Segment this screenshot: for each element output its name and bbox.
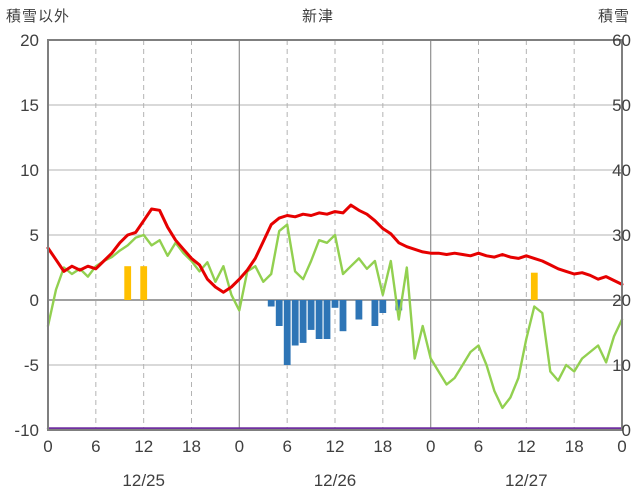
hour-tick-label: 18 <box>182 437 201 456</box>
orange-bars-bar <box>140 266 148 300</box>
left-axis-tick-label: 20 <box>20 31 39 50</box>
hour-tick-label: 0 <box>617 437 626 456</box>
left-axis-tick-label: -5 <box>24 356 39 375</box>
right-axis-tick-label: 50 <box>612 96 631 115</box>
left-axis-title: 積雪以外 <box>6 8 71 25</box>
right-axis-tick-label: 20 <box>612 291 631 310</box>
green-line <box>46 223 624 410</box>
right-axis-tick-label: 40 <box>612 161 631 180</box>
blue-bars-bar <box>267 300 275 307</box>
hour-tick-label: 0 <box>426 437 435 456</box>
blue-bars-bar <box>275 300 283 326</box>
right-axis-tick-label: 30 <box>612 226 631 245</box>
left-axis-tick-label: 15 <box>20 96 39 115</box>
hour-tick-label: 18 <box>373 437 392 456</box>
hour-tick-label: 18 <box>565 437 584 456</box>
blue-bars-bar <box>307 300 315 330</box>
hour-tick-label: 0 <box>235 437 244 456</box>
left-axis-tick-label: 10 <box>20 161 39 180</box>
blue-bars-bar <box>371 300 379 326</box>
left-axis-tick-label: 5 <box>30 226 39 245</box>
blue-bars-bar <box>315 300 323 339</box>
red-line <box>46 203 624 294</box>
left-axis-tick-label: -10 <box>14 421 39 440</box>
blue-bars-bar <box>331 300 339 308</box>
hour-tick-label: 12 <box>326 437 345 456</box>
right-axis-tick-label: 0 <box>622 421 631 440</box>
blue-bars-bar <box>291 300 299 346</box>
date-label: 12/25 <box>122 471 165 490</box>
hour-tick-label: 6 <box>474 437 483 456</box>
blue-bars-bar <box>379 300 387 313</box>
hour-tick-label: 12 <box>134 437 153 456</box>
blue-bars-bar <box>283 300 291 365</box>
right-axis-tick-label: 10 <box>612 356 631 375</box>
orange-bars-bar <box>530 272 538 300</box>
hour-tick-label: 6 <box>282 437 291 456</box>
right-axis-tick-label: 60 <box>612 31 631 50</box>
date-label: 12/26 <box>314 471 357 490</box>
chart-title: 新津 <box>301 8 334 25</box>
orange-bars-bar <box>124 266 132 300</box>
left-axis-tick-label: 0 <box>30 291 39 310</box>
blue-bars-bar <box>355 300 363 320</box>
date-label: 12/27 <box>505 471 548 490</box>
blue-bars-bar <box>395 300 403 311</box>
blue-bars-bar <box>339 300 347 332</box>
hour-tick-label: 6 <box>91 437 100 456</box>
hour-tick-label: 0 <box>43 437 52 456</box>
blue-bars-bar <box>299 300 307 343</box>
blue-bars-bar <box>323 300 331 339</box>
right-axis-title: 積雪 <box>597 8 630 25</box>
hour-tick-label: 12 <box>517 437 536 456</box>
plot-border <box>47 39 623 431</box>
